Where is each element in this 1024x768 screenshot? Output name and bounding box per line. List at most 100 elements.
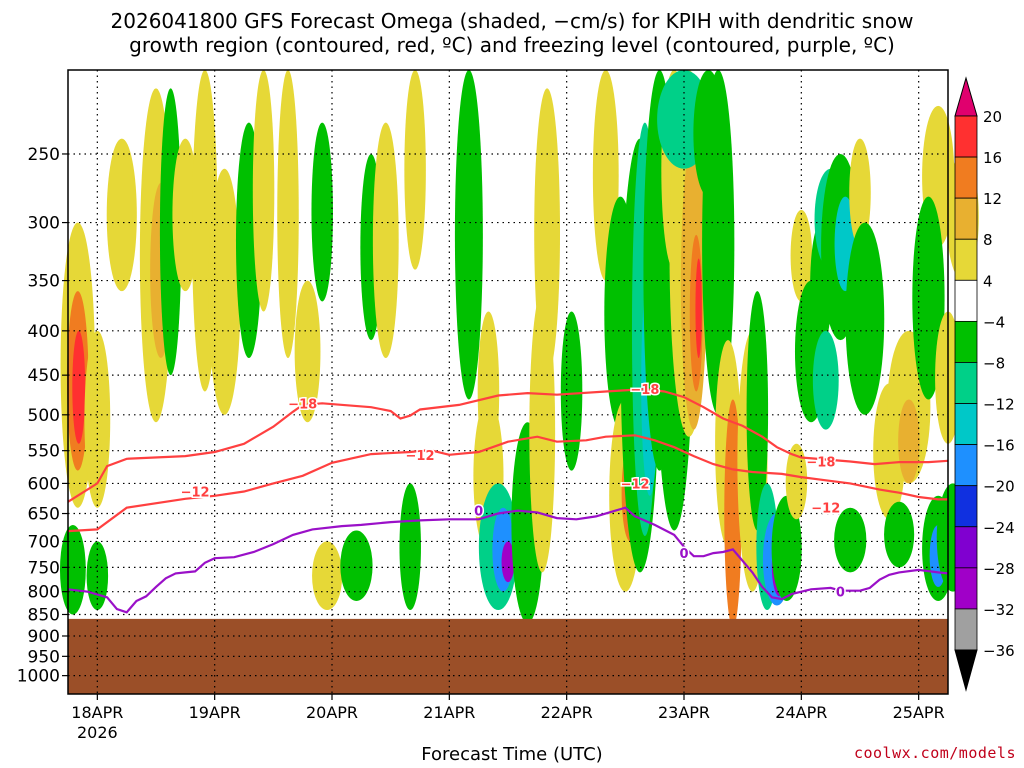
x-tick-label-24APR: 24APR <box>775 703 827 722</box>
contour-label--12-1: −12 <box>406 449 435 464</box>
omega-shade-29 <box>501 541 515 583</box>
omega-shade-10 <box>172 138 199 292</box>
y-tick-label-950: 950 <box>28 647 60 667</box>
x-tick-label-25APR: 25APR <box>893 703 945 722</box>
chart-title-line-1: 2026041800 GFS Forecast Omega (shaded, −… <box>110 9 914 33</box>
colorbar-label-0: 20 <box>983 108 1002 126</box>
y-tick-label-350: 350 <box>28 272 60 292</box>
y-tick-label-650: 650 <box>28 505 60 525</box>
colorbar-band-12 <box>954 608 978 651</box>
omega-shade-6 <box>106 138 137 292</box>
contour--12 <box>67 434 948 533</box>
omega-shade-66 <box>849 138 871 247</box>
x-tick-label-21APR: 21APR <box>423 703 475 722</box>
omega-shade-2 <box>72 330 86 444</box>
contour-label-0-2: 0 <box>836 586 845 601</box>
colorbar-layer: 20 16 12 8 4 −4 −8 −12 −16 −20 −24 −28 −32 −36 <box>954 76 1015 692</box>
colorbar-label-6: −8 <box>983 354 1005 372</box>
omega-shade-4 <box>86 541 109 611</box>
omega-shade-60 <box>790 209 813 302</box>
omega-shade-24 <box>454 70 483 400</box>
omega-shade-67 <box>845 222 885 415</box>
contour-layer: −18 −18 −18 −12 −12 −12 −12 0 0 0 <box>67 382 949 614</box>
y-tick-label-700: 700 <box>28 532 60 552</box>
x-tick-label-19APR: 19APR <box>189 703 241 722</box>
colorbar-band-7 <box>954 403 978 446</box>
colorbar-band-1 <box>954 156 978 199</box>
contour-label--12-0: −12 <box>181 485 210 500</box>
omega-shade-71 <box>898 399 920 484</box>
contour--18 <box>67 387 949 503</box>
chart-title-line-2: growth region (contoured, red, ºC) and f… <box>129 33 895 57</box>
contour-label--12-2: −12 <box>621 477 650 492</box>
omega-shade-17 <box>311 122 333 302</box>
colorbar-band-2 <box>954 197 978 240</box>
plot-frame <box>67 69 949 695</box>
colorbar-band-8 <box>954 444 978 487</box>
omega-shade-23 <box>399 483 421 611</box>
y-tick-label-250: 250 <box>28 145 60 165</box>
contour-label--18-0: −18 <box>288 397 317 412</box>
omega-shade-9 <box>159 88 182 376</box>
y-tick-label-800: 800 <box>28 583 60 603</box>
omega-shade-50 <box>702 70 735 415</box>
colorbar-label-12: −32 <box>983 601 1015 619</box>
omega-shade-58 <box>771 495 802 601</box>
colorbar-band-6 <box>954 362 978 404</box>
colorbar-band-11 <box>954 567 978 610</box>
colorbar-band-10 <box>954 526 978 569</box>
colorbar-label-8: −16 <box>983 437 1015 455</box>
colorbar-label-3: 8 <box>983 231 993 249</box>
omega-shade-12 <box>208 168 241 415</box>
y-tick-label-750: 750 <box>28 558 60 578</box>
colorbar-label-1: 16 <box>983 149 1002 167</box>
colorbar-label-7: −12 <box>983 396 1015 414</box>
omega-shade-21 <box>372 122 399 359</box>
omega-shade-54 <box>746 291 769 531</box>
omega-shade-14 <box>252 70 275 312</box>
y-tick-label-1000: 1000 <box>17 667 60 687</box>
contour-label--18-1: −18 <box>630 383 659 398</box>
credit-link[interactable]: coolwx.com/models <box>853 744 1016 762</box>
omega-shade-3 <box>59 524 86 615</box>
contour-label--18-2: −18 <box>806 455 835 470</box>
x-tick-label-18APR: 18APR <box>71 703 123 722</box>
axes-layer: 2503003504004505005506006507007508008509… <box>17 69 949 742</box>
contour-label--12-3: −12 <box>811 502 840 517</box>
colorbar-label-5: −4 <box>983 313 1005 331</box>
y-tick-label-450: 450 <box>28 366 60 386</box>
colorbar-band-3 <box>954 238 978 281</box>
y-tick-label-900: 900 <box>28 627 60 647</box>
x-tick-label-22APR: 22APR <box>541 703 593 722</box>
colorbar-band-9 <box>954 485 978 528</box>
y-tick-label-400: 400 <box>28 322 60 342</box>
omega-shade-33 <box>560 311 583 471</box>
y-tick-label-550: 550 <box>28 442 60 462</box>
omega-shade-19 <box>340 530 373 601</box>
colorbar-label-4: 4 <box>983 272 993 290</box>
colorbar-label-9: −20 <box>983 478 1015 496</box>
omega-shade-16 <box>294 280 321 423</box>
contour-label-0-0: 0 <box>474 505 483 520</box>
colorbar-band-4 <box>954 279 978 322</box>
omega-shade-80 <box>812 330 839 430</box>
contour-0 <box>67 506 949 614</box>
omega-shade-15 <box>277 70 299 359</box>
x-tick-label-23APR: 23APR <box>658 703 710 722</box>
y-tick-label-500: 500 <box>28 406 60 426</box>
omega-shade-69 <box>884 501 915 568</box>
colorbar-label-2: 12 <box>983 190 1002 208</box>
grid-layer <box>68 70 948 694</box>
y-tick-label-850: 850 <box>28 605 60 625</box>
omega-shade-47 <box>695 258 702 359</box>
colorbar-label-13: −36 <box>983 642 1015 660</box>
x-axis-label: Forecast Time (UTC) <box>421 744 603 765</box>
x-tick-label-20APR: 20APR <box>306 703 358 722</box>
colorbar-label-10: −24 <box>983 519 1015 537</box>
colorbar-label-11: −28 <box>983 560 1015 578</box>
colorbar-band-0 <box>954 115 978 158</box>
contour-label-0-1: 0 <box>679 547 688 562</box>
omega-shade-32 <box>534 88 561 376</box>
y-tick-label-600: 600 <box>28 474 60 494</box>
